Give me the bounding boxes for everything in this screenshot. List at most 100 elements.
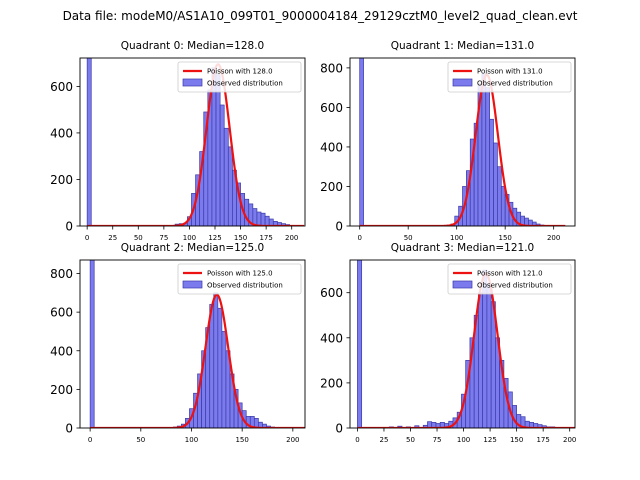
y-tick-label: 400 [320,140,343,154]
histogram-bar [86,58,92,226]
histogram-bar [221,331,227,428]
x-tick-label: 150 [234,234,247,242]
legend-bar-swatch [182,78,203,87]
histogram-bar [217,307,223,428]
subplot-2: Quadrant 2: Median=125.0 0 50 100 150 200 0 200… [50,242,306,444]
subplot-title: Quadrant 1: Median=131.0 [391,40,534,52]
x-tick-label: 175 [536,436,549,444]
y-tick-label: 0 [65,422,73,436]
legend-box [177,263,302,295]
x-tick-label: 50 [406,436,415,444]
legend-label: Poisson with 121.0 [477,270,543,278]
y-tick-label: 0 [335,422,343,436]
legend-label: Observed distribution [477,80,553,88]
y-tick-label: 800 [50,267,73,281]
x-tick-label: 200 [285,234,298,242]
histogram-bar [215,74,221,226]
histogram-bar [264,215,270,226]
y-tick-label: 200 [320,180,343,194]
y-tick-label: 200 [50,383,73,397]
y-tick-label: 600 [320,101,343,115]
legend-label: Observed distribution [207,80,283,88]
legend: Poisson with 128.0 Observed distribution [177,61,302,93]
y-tick-label: 400 [50,126,73,140]
x-tick-label: 200 [563,436,576,444]
x-tick-label: 100 [457,436,470,444]
plot-area [359,58,566,226]
histogram-bar [209,304,215,428]
legend-bar-swatch [452,280,473,289]
x-tick-label: 75 [433,436,442,444]
x-tick-label: 175 [259,234,272,242]
legend-bar-swatch [182,280,203,289]
x-tick-label: 150 [498,234,511,242]
y-tick-label: 200 [320,376,343,390]
histogram-bar [485,87,491,226]
histogram-bar [359,58,364,226]
legend-label: Poisson with 125.0 [207,270,273,278]
poisson-curve [90,293,305,428]
legend: Poisson with 121.0 Observed distribution [447,263,572,295]
x-tick-label: 0 [85,234,89,242]
x-tick-label: 100 [185,436,198,444]
histogram-bar [497,166,502,226]
poisson-curve [357,272,575,428]
histogram-bar [256,211,262,226]
x-tick-label: 100 [183,234,196,242]
legend-box [447,263,572,295]
axes-frame [349,259,576,429]
y-tick-label: 600 [50,80,73,94]
histogram-bar [227,146,233,226]
histogram-bar [478,292,484,428]
x-tick-label: 75 [159,234,168,242]
plot-area [89,260,305,428]
x-tick-label: 150 [235,436,248,444]
legend-box [177,61,302,93]
x-tick-label: 125 [208,234,221,242]
x-tick-label: 0 [357,234,361,242]
x-tick-label: 25 [380,436,389,444]
x-tick-label: 50 [134,234,143,242]
x-tick-label: 100 [450,234,463,242]
axes-frame [349,57,576,227]
x-tick-label: 150 [510,436,523,444]
x-tick-label: 200 [547,234,560,242]
y-tick-label: 400 [320,331,343,345]
legend-label: Observed distribution [207,282,283,290]
subplot-0: Quadrant 0: Median=128.0 0 25 50 75 100 125 150… [50,40,306,242]
histogram-bar [481,73,487,226]
axes-frame [79,259,306,429]
subplot-title: Quadrant 3: Median=121.0 [391,242,534,254]
legend-label: Observed distribution [477,282,553,290]
y-tick-label: 0 [335,220,343,234]
x-tick-label: 200 [286,436,299,444]
legend-label: Poisson with 128.0 [207,68,273,76]
plot-area [86,58,304,226]
histogram-bar [500,186,506,226]
x-tick-label: 0 [88,436,92,444]
legend-label: Poisson with 131.0 [477,68,543,76]
histogram-bar [489,118,494,226]
histogram-bar [486,283,492,428]
subplot-title: Quadrant 2: Median=125.0 [121,242,264,254]
y-tick-label: 400 [50,344,73,358]
subplot-title: Quadrant 0: Median=128.0 [121,40,264,52]
legend-box [447,61,572,93]
histogram-bar [223,127,229,226]
x-tick-label: 50 [404,234,413,242]
y-tick-label: 200 [50,173,73,187]
x-tick-label: 125 [483,436,496,444]
histogram-bar [213,292,219,428]
histogram-bar [493,142,498,226]
y-tick-label: 800 [320,61,343,75]
histogram-bar [219,104,225,226]
x-tick-label: 0 [355,436,359,444]
subplot-1: Quadrant 1: Median=131.0 0 50 100 150 200 0 200… [320,40,576,242]
histogram-bar [260,212,266,226]
histogram-bar [357,260,363,428]
legend-bar-swatch [452,78,473,87]
axes-frame [79,57,306,227]
figure-suptitle: Data file: modeM0/AS1A10_099T01_90000041… [63,9,578,23]
y-tick-label: 0 [65,220,73,234]
